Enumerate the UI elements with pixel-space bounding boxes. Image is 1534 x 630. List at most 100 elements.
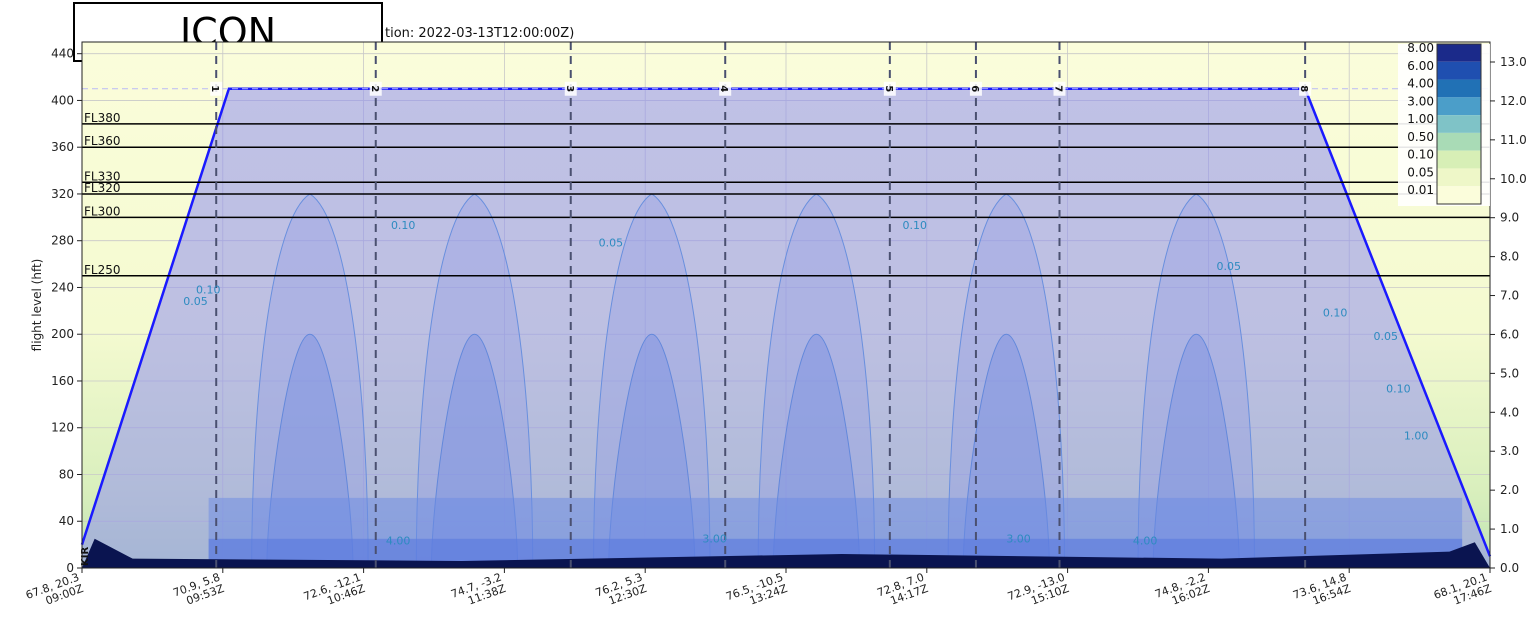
waypoint-label: 2 xyxy=(369,85,380,92)
contour-label: 0.10 xyxy=(1323,307,1348,320)
y-tick-label: 120 xyxy=(51,421,74,435)
x-tick-label: 67.8, 20.309:00Z xyxy=(24,570,86,613)
colorbar-swatch xyxy=(1437,44,1481,62)
ground-profile xyxy=(82,538,1490,568)
x-tick-label: 76.2, 5.312:30Z xyxy=(594,570,649,610)
flight-level-label: FL250 xyxy=(84,263,121,277)
y-tick-label: 40 xyxy=(59,514,74,528)
colorbar-swatch xyxy=(1437,150,1481,169)
colorbar-swatch xyxy=(1437,115,1481,133)
contour-label: 1.00 xyxy=(1404,429,1429,442)
right-tick-label: 6.0 xyxy=(1500,327,1519,341)
colorbar-label: 0.05 xyxy=(1407,165,1434,179)
flight-level-label: FL330 xyxy=(84,169,121,183)
colorbar-label: 0.50 xyxy=(1407,130,1434,144)
contour-label: 0.05 xyxy=(1374,330,1399,343)
waypoint-label-bg xyxy=(564,81,577,96)
y-tick-label: 280 xyxy=(51,234,74,248)
right-tick-label: 13.0 xyxy=(1500,55,1527,69)
waypoint-label: 1 xyxy=(209,85,220,92)
contour-label: 3.00 xyxy=(1006,532,1031,545)
colorbar-swatch xyxy=(1437,79,1481,98)
x-tick-label: 74.8, -2.216:02Z xyxy=(1153,570,1212,612)
waypoint-label: 3 xyxy=(564,85,575,92)
contour-label: 0.10 xyxy=(1386,383,1411,396)
y-axis-ticks: 0 40 80 120 160 200 240 280 320 360 400 440 xyxy=(51,47,82,575)
waypoint-label-bg xyxy=(969,81,982,96)
flight-path-fill xyxy=(82,88,1490,568)
y-tick-label: 320 xyxy=(51,187,74,201)
waypoint-label: 5 xyxy=(883,85,894,92)
flight-level-label: FL300 xyxy=(84,204,121,218)
right-tick-label: 10.0 xyxy=(1500,172,1527,186)
right-tick-label: 11.0 xyxy=(1500,133,1527,147)
contour-label: 0.10 xyxy=(902,219,927,232)
right-tick-label: 0.0 xyxy=(1500,561,1519,575)
contour-label: 0.10 xyxy=(196,283,221,296)
contour-labels: 0.050.100.100.050.100.050.100.050.101.00… xyxy=(183,219,1428,548)
colorbar-label: 4.00 xyxy=(1407,77,1434,91)
x-tick-label: 76.5, -10.513:24Z xyxy=(724,570,789,614)
contour-label: 0.10 xyxy=(391,219,416,232)
colorbar-label: 0.10 xyxy=(1407,148,1434,162)
flight-path-area xyxy=(80,87,1492,568)
right-tick-label: 5.0 xyxy=(1500,366,1519,380)
chart-title: tion: 2022-03-13T12:00:00Z) xyxy=(385,26,574,41)
colorbar-swatch xyxy=(1437,186,1481,204)
y-tick-label: 240 xyxy=(51,280,74,294)
x-tick-label: 74.7, -3.211:38Z xyxy=(449,570,508,612)
colorbar-swatch xyxy=(1437,132,1481,151)
right-tick-label: 3.0 xyxy=(1500,444,1519,458)
waypoint-lines: KIR 1 2 3 4 5 6 7 8 xyxy=(80,42,1312,568)
right-tick-label: 9.0 xyxy=(1500,211,1519,225)
right-tick-label: 8.0 xyxy=(1500,250,1519,264)
colorbar-label: 1.00 xyxy=(1407,112,1434,126)
ground-fill xyxy=(82,538,1490,568)
colorbar-legend: 8.00 6.00 4.00 3.00 1.00 0.50 0.10 0.05 0.01 xyxy=(1398,41,1490,206)
contour-label: 4.00 xyxy=(386,535,411,548)
y-tick-label: 360 xyxy=(51,140,74,154)
x-tick-label: 72.6, -12.110:46Z xyxy=(302,570,367,614)
y-tick-label: 400 xyxy=(51,93,74,107)
colorbar-label: 6.00 xyxy=(1407,59,1434,73)
colorbar-swatch xyxy=(1437,97,1481,116)
waypoint-label-bg xyxy=(369,81,382,96)
x-axis-ticks: 67.8, 20.309:00Z 70.9, 5.809:53Z 72.6, -12… xyxy=(24,568,1494,614)
waypoint-label-bg xyxy=(1299,81,1312,96)
y-tick-label: 440 xyxy=(51,47,74,61)
x-tick-label: 72.8, 7.014:17Z xyxy=(875,570,930,610)
y-tick-label: 0 xyxy=(66,561,74,575)
contour-label: 0.05 xyxy=(1217,260,1242,273)
right-tick-label: 7.0 xyxy=(1500,289,1519,303)
flight-level-label: FL320 xyxy=(84,181,121,195)
waypoint-label-bg xyxy=(719,81,732,96)
right-axis-ticks: 0.0 1.0 2.0 3.0 4.0 5.0 6.0 7.0 8.0 9.0 10.0 11.0 12… xyxy=(1490,55,1527,575)
y-tick-label: 160 xyxy=(51,374,74,388)
x-tick-label: 73.6, 14.816:54Z xyxy=(1291,570,1353,613)
waypoint-label-bg xyxy=(210,81,223,96)
right-tick-label: 2.0 xyxy=(1500,483,1519,497)
contour-label: 4.00 xyxy=(1133,535,1158,548)
right-tick-label: 4.0 xyxy=(1500,405,1519,419)
x-tick-label: 72.9, -13.015:10Z xyxy=(1006,570,1071,614)
flight-level-label: FL360 xyxy=(84,134,121,148)
waypoint-label: 6 xyxy=(969,85,980,92)
colorbar-label: 3.00 xyxy=(1407,94,1434,108)
waypoint-label-bg xyxy=(1053,81,1066,96)
right-tick-label: 12.0 xyxy=(1500,94,1527,108)
waypoint-label: KIR xyxy=(80,547,91,566)
y-axis-label: flight level (hft) xyxy=(30,259,44,352)
colorbar-frame xyxy=(1436,43,1482,205)
flight-level-label: FL380 xyxy=(84,111,121,125)
y-tick-label: 80 xyxy=(59,467,74,481)
x-tick-label: 70.9, 5.809:53Z xyxy=(171,570,226,610)
contour-label: 0.05 xyxy=(183,295,208,308)
y-tick-label: 200 xyxy=(51,327,74,341)
waypoint-label: 4 xyxy=(718,85,729,92)
waypoint-label: 8 xyxy=(1298,85,1309,92)
x-tick-label: 68.1, 20.117:46Z xyxy=(1432,570,1494,613)
contour-label: 3.00 xyxy=(702,532,727,545)
waypoint-label: 7 xyxy=(1052,85,1063,92)
